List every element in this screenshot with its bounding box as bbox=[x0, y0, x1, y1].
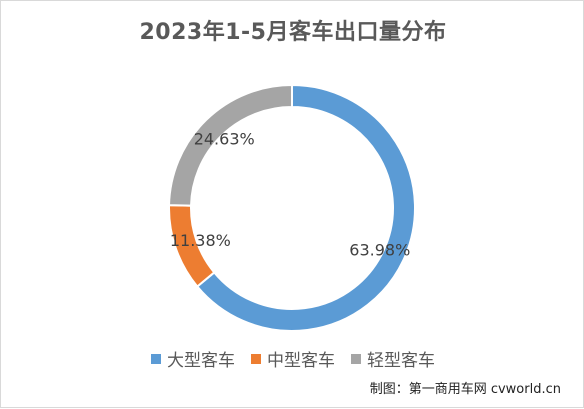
legend-swatch-light-bus bbox=[351, 353, 361, 364]
legend-item-medium-bus: 中型客车 bbox=[251, 346, 335, 371]
legend-swatch-large-bus bbox=[151, 353, 161, 364]
legend-label-large-bus: 大型客车 bbox=[167, 351, 235, 371]
legend-item-light-bus: 轻型客车 bbox=[351, 346, 435, 371]
legend-label-medium-bus: 中型客车 bbox=[267, 351, 335, 371]
legend-label-light-bus: 轻型客车 bbox=[367, 351, 435, 371]
legend-item-large-bus: 大型客车 bbox=[151, 346, 235, 371]
data-label-light-bus: 24.63% bbox=[194, 130, 255, 149]
legend-swatch-medium-bus bbox=[251, 353, 261, 364]
data-label-medium-bus: 11.38% bbox=[170, 231, 231, 250]
slice-light-bus bbox=[168, 83, 293, 207]
data-label-large-bus: 63.98% bbox=[349, 240, 410, 259]
source-credit: 制图：第一商用车网 cvworld.cn bbox=[369, 382, 561, 397]
chart-legend: 大型客车 中型客车 轻型客车 bbox=[1, 346, 584, 371]
slice-large-bus bbox=[195, 83, 416, 332]
donut-data-labels: 63.98% 11.38% 24.63% bbox=[170, 130, 410, 260]
chart-title: 2023年1-5月客车出口量分布 bbox=[139, 20, 447, 45]
donut-slices bbox=[168, 83, 416, 332]
